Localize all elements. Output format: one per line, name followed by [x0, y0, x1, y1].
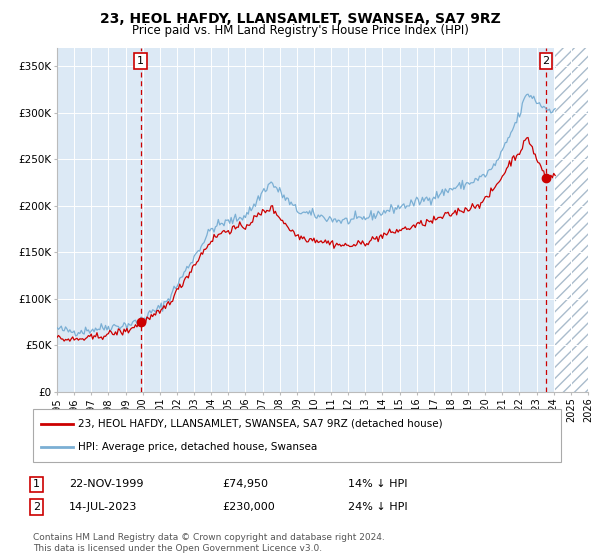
Text: Price paid vs. HM Land Registry's House Price Index (HPI): Price paid vs. HM Land Registry's House …	[131, 24, 469, 37]
Text: 2: 2	[542, 56, 550, 66]
Bar	[554, 48, 588, 392]
Text: 14% ↓ HPI: 14% ↓ HPI	[348, 479, 407, 489]
Text: 1: 1	[33, 479, 40, 489]
FancyBboxPatch shape	[33, 409, 561, 462]
Text: £230,000: £230,000	[222, 502, 275, 512]
Text: 14-JUL-2023: 14-JUL-2023	[69, 502, 137, 512]
Text: 2: 2	[33, 502, 40, 512]
Text: 24% ↓ HPI: 24% ↓ HPI	[348, 502, 407, 512]
Text: 22-NOV-1999: 22-NOV-1999	[69, 479, 143, 489]
Text: HPI: Average price, detached house, Swansea: HPI: Average price, detached house, Swan…	[78, 442, 317, 452]
Text: 23, HEOL HAFDY, LLANSAMLET, SWANSEA, SA7 9RZ: 23, HEOL HAFDY, LLANSAMLET, SWANSEA, SA7…	[100, 12, 500, 26]
Text: 1: 1	[137, 56, 144, 66]
Bar	[554, 48, 588, 392]
Text: 23, HEOL HAFDY, LLANSAMLET, SWANSEA, SA7 9RZ (detached house): 23, HEOL HAFDY, LLANSAMLET, SWANSEA, SA7…	[78, 419, 443, 429]
Text: £74,950: £74,950	[222, 479, 268, 489]
Text: Contains HM Land Registry data © Crown copyright and database right 2024.
This d: Contains HM Land Registry data © Crown c…	[33, 533, 385, 553]
